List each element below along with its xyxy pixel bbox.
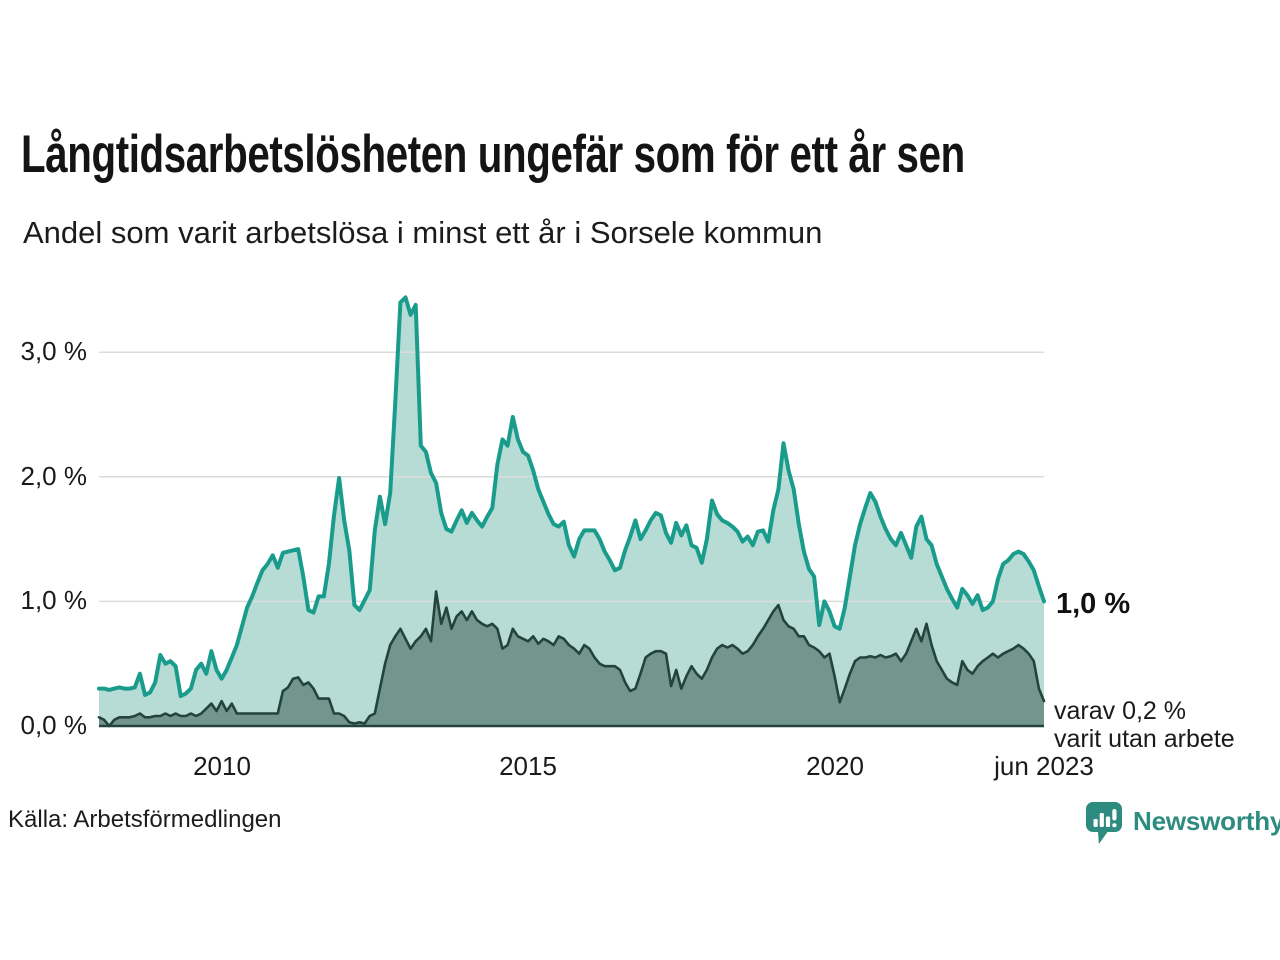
y-tick-0: 0,0 % bbox=[20, 710, 88, 740]
source-credit: Källa: Arbetsförmedlingen bbox=[8, 806, 282, 833]
latest-sub-value-label: varav 0,2 % varit utan arbete bbox=[1054, 697, 1280, 753]
series-sub-area bbox=[99, 591, 1044, 726]
y-tick-3: 3,0 % bbox=[20, 336, 88, 366]
x-tick-2020: 2020 bbox=[806, 751, 864, 781]
page-title: Långtidsarbetslösheten ungefär som för e… bbox=[21, 125, 965, 184]
x-tick-2015: 2015 bbox=[499, 751, 557, 781]
brand-name: Newsworthy bbox=[1133, 806, 1280, 836]
series-total-area bbox=[99, 297, 1044, 726]
y-tick-1: 1,0 % bbox=[20, 585, 88, 615]
latest-sub-line2: varit utan arbete bbox=[1054, 725, 1235, 753]
x-tick-2010: 2010 bbox=[193, 751, 251, 781]
series-sub-line bbox=[97, 590, 1046, 728]
y-tick-2: 2,0 % bbox=[20, 461, 88, 491]
chart-subtitle: Andel som varit arbetslösa i minst ett å… bbox=[23, 215, 823, 250]
brand-logo: Newsworthy bbox=[1086, 802, 1280, 846]
newsworthy-bubble-icon bbox=[1086, 802, 1122, 844]
x-tick-jun-2023: jun 2023 bbox=[994, 751, 1094, 781]
latest-sub-line1: varav 0,2 % bbox=[1054, 697, 1187, 725]
latest-value-label: 1,0 % bbox=[1056, 588, 1131, 620]
series-total-line bbox=[97, 295, 1046, 699]
